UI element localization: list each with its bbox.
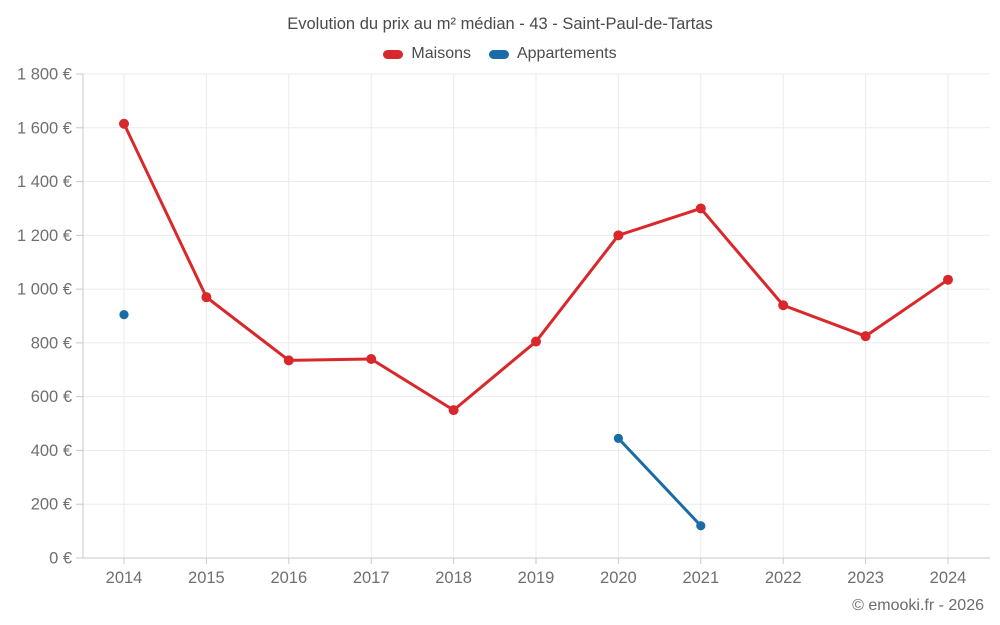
y-axis-label: 1 400 €	[17, 173, 72, 191]
x-axis-label: 2016	[270, 569, 307, 587]
series-maisons-point[interactable]	[531, 336, 541, 347]
y-axis-label: 600 €	[31, 388, 72, 406]
x-axis-label: 2021	[682, 569, 719, 587]
series-maisons-point[interactable]	[448, 405, 459, 416]
series-maisons-point[interactable]	[366, 354, 377, 365]
y-axis-label: 200 €	[31, 496, 72, 514]
y-axis-label: 1 800 €	[17, 66, 72, 84]
chart-legend: Maisons Appartements	[0, 45, 1000, 63]
legend-label-maisons: Maisons	[411, 45, 471, 62]
series-appartements-point[interactable]	[696, 521, 706, 531]
x-axis-label: 2017	[353, 569, 390, 587]
appartements-series-swatch	[488, 49, 509, 59]
series-appartements-line	[616, 436, 703, 528]
copyright-credit: © emooki.fr - 2026	[852, 597, 984, 614]
y-axis-label: 1 200 €	[17, 227, 72, 245]
series-maisons-point[interactable]	[283, 355, 294, 366]
legend-item-appartements[interactable]: Appartements	[488, 45, 617, 63]
maisons-series-swatch	[383, 49, 404, 59]
series-maisons-point[interactable]	[778, 300, 789, 311]
x-axis-label: 2023	[847, 569, 884, 587]
y-axis-label: 400 €	[31, 442, 72, 460]
legend-label-appartements: Appartements	[516, 45, 617, 62]
series-appartements-point[interactable]	[613, 433, 624, 443]
x-axis-label: 2019	[518, 569, 555, 587]
series-maisons-point[interactable]	[613, 230, 624, 241]
series-maisons-point[interactable]	[695, 203, 706, 214]
x-axis-label: 2020	[600, 569, 637, 587]
x-axis-label: 2022	[765, 569, 802, 587]
legend-item-maisons[interactable]: Maisons	[383, 45, 471, 63]
x-axis-label: 2018	[435, 569, 472, 587]
x-axis-label: 2024	[930, 569, 967, 587]
series-maisons-point[interactable]	[943, 274, 953, 285]
series-maisons-point[interactable]	[201, 292, 212, 303]
chart-title: Evolution du prix au m² médian - 43 - Sa…	[287, 15, 713, 33]
x-axis-label: 2014	[106, 569, 143, 587]
x-axis-label: 2015	[188, 569, 225, 587]
series-appartements-point[interactable]	[119, 310, 129, 320]
series-maisons-point[interactable]	[119, 118, 129, 129]
series-maisons-point[interactable]	[860, 331, 871, 342]
y-axis-label: 800 €	[31, 334, 72, 352]
y-axis-label: 1 000 €	[17, 281, 72, 299]
y-axis-label: 0 €	[49, 550, 72, 568]
y-axis-label: 1 600 €	[17, 119, 72, 137]
